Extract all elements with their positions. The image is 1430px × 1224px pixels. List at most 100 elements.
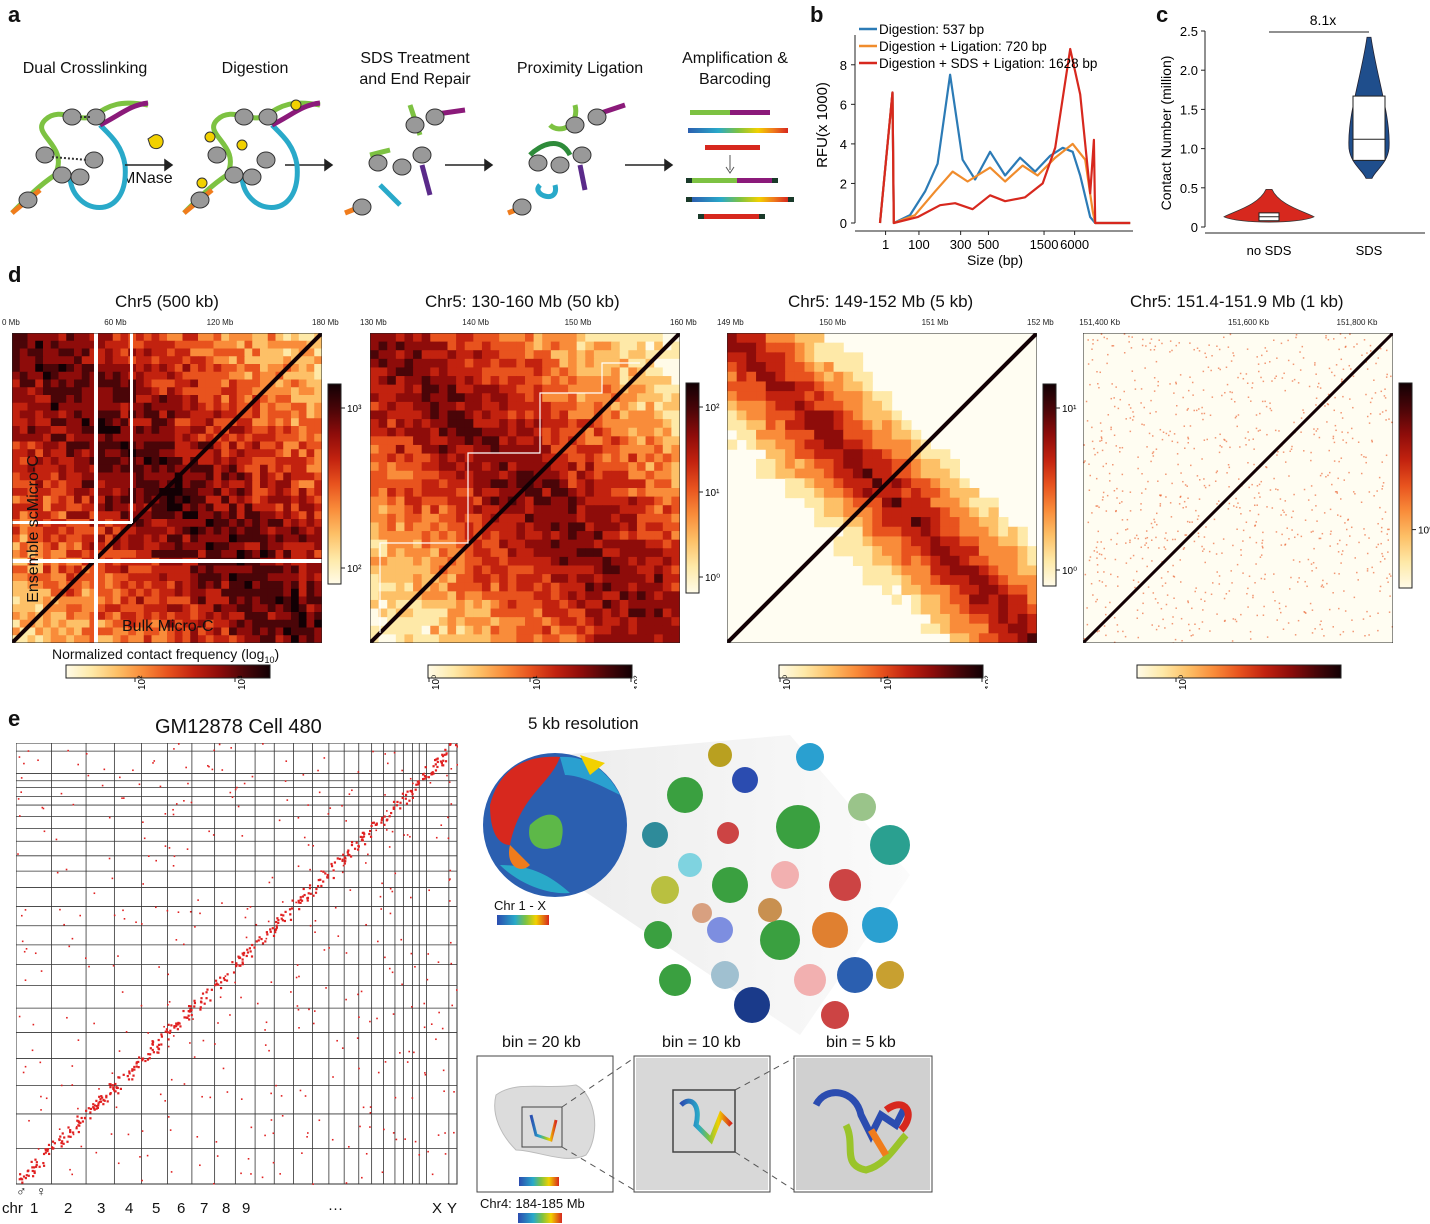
chromatin-fiber-1 [10, 100, 149, 215]
b-xtick-label: 1500 [1030, 237, 1059, 252]
b-ytick-label: 6 [840, 97, 847, 112]
heatmap-axis-tick: 151 Mb [921, 318, 949, 327]
c-ytick-label: 0.5 [1180, 181, 1198, 196]
b-legend-label: Digestion + SDS + Ligation: 1628 bp [879, 56, 1097, 71]
heatmap-0 [12, 333, 322, 643]
b-series-line [878, 47, 1131, 225]
vertical-colorbar-label: 10⁰ [1062, 566, 1077, 577]
b-lines [878, 47, 1131, 225]
step-sds-treatment: SDS Treatment and End Repair [359, 50, 471, 88]
heatmap-title-0: Chr5 (500 kb) [115, 292, 219, 311]
chr-tick-label: X [432, 1200, 443, 1217]
horizontal-colorbar-label: 10¹ [883, 675, 894, 690]
b-xtick-label: 300 [950, 237, 972, 252]
mnase-label: MNase [122, 170, 173, 187]
horizontal-colorbar-label: 10⁰ [431, 675, 442, 690]
b-xlabel: Size (bp) [967, 252, 1023, 268]
cbar-title: Normalized contact frequency (log10) [52, 646, 279, 665]
heatmap-axis-tick: 150 Mb [819, 318, 846, 327]
chromatin-fragments [344, 104, 466, 216]
b-ytick-label: 4 [840, 137, 847, 152]
bin-20kb-label: bin = 20 kb [502, 1034, 581, 1051]
chr-tick-label: 7 [200, 1200, 209, 1217]
bin-10kb-label: bin = 10 kb [662, 1034, 741, 1051]
b-xtick-label: 6000 [1060, 237, 1089, 252]
c-ytick-label: 1.5 [1180, 102, 1198, 117]
horizontal-colorbar-fill [1136, 664, 1342, 679]
c-violins [1223, 36, 1390, 223]
c-violin-no-sds [1223, 188, 1315, 223]
vertical-colorbar-label: 10⁰ [1418, 526, 1430, 537]
chr-tick-label: Y [447, 1200, 458, 1217]
heatmap-title-2: Chr5: 149-152 Mb (5 kb) [788, 292, 974, 311]
chromosome-territories [642, 743, 910, 1029]
panel-label-a: a [8, 2, 21, 27]
male-symbol: ♂ [16, 1183, 27, 1199]
heatmap-axis-tick: 60 Mb [104, 318, 127, 327]
panel-b-chart: 0 2 4 6 8 1 100 300 500 1500 6000 Digestion: 537 b… [814, 22, 1133, 268]
horizontal-colorbar-label: 10² [137, 675, 148, 690]
bulk-label: Bulk Micro-C [122, 618, 214, 635]
horizontal-colorbar-3: 10⁰ [1136, 664, 1342, 690]
heatmap-title-3: Chr5: 151.4-151.9 Mb (1 kb) [1130, 292, 1344, 311]
b-axes: 0 2 4 6 8 1 100 300 500 1500 6000 [840, 35, 1133, 252]
panel-label-c: c [1156, 2, 1169, 27]
heatmap-axis-tick: 151,400 Kb [1079, 318, 1121, 327]
mnase-icon [147, 134, 164, 150]
region-color-legend [518, 1213, 562, 1223]
vertical-colorbar-fill [1398, 382, 1413, 589]
c-annotation: 8.1x [1310, 15, 1336, 28]
horizontal-colorbar-2: 10⁰ 10¹ 10² [778, 664, 988, 690]
c-xtick-label: no SDS [1247, 243, 1292, 258]
vertical-colorbar-1: 10² 10¹ 10⁰ [685, 382, 720, 594]
heatmap-3 [1083, 333, 1393, 643]
step-dual-crosslinking: Dual Crosslinking [22, 60, 148, 77]
heatmap-axis-tick: 151,600 Kb [1228, 318, 1269, 327]
ligated-chromatin [507, 102, 626, 216]
b-series-line [878, 73, 1131, 225]
b-legend: Digestion: 537 bp Digestion + Ligation: 7… [859, 22, 1097, 71]
heatmap-axis-tick: 150 Mb [564, 318, 592, 327]
horizontal-colorbar-label: 10⁰ [1178, 675, 1189, 690]
chromatin-fiber-2 [182, 99, 321, 215]
step-proximity-ligation: Proximity Ligation [516, 60, 644, 77]
region-label: Chr4: 184-185 Mb [480, 1196, 585, 1211]
3d-genome-structure [483, 735, 910, 1035]
c-ytick-label: 0 [1191, 220, 1198, 235]
contact-dots [17, 743, 458, 1185]
horizontal-colorbar-label: 10² [984, 675, 988, 690]
single-cell-contact-map [16, 743, 458, 1185]
heatmap-axis-tick: 149 Mb [717, 318, 744, 327]
vertical-colorbar-label: 10¹ [705, 488, 720, 499]
heatmap-diagonal [1083, 333, 1393, 643]
chr-tick-label: 1 [30, 1200, 39, 1217]
heatmap-title-1: Chr5: 130-160 Mb (50 kb) [425, 292, 620, 311]
chr-tick-label: 6 [177, 1200, 186, 1217]
c-ytick-label: 2.0 [1180, 63, 1198, 78]
c-ylabel: Contact Number (million) [1158, 56, 1174, 211]
heatmap-axis-tick: 120 Mb [206, 318, 234, 327]
chr-tick-label: ··· [328, 1200, 343, 1217]
heatmap-axis-tick: 152 Mb [1027, 318, 1054, 327]
step-amplification: Amplification & Barcoding [682, 50, 788, 88]
vertical-colorbar-fill [327, 383, 342, 585]
cell-title: GM12878 Cell 480 [155, 716, 322, 738]
zoom-structures [476, 1055, 933, 1193]
vertical-colorbar-fill [1042, 383, 1057, 587]
b-ytick-label: 0 [840, 216, 847, 231]
horizontal-colorbar-fill [778, 664, 984, 679]
horizontal-colorbar-label: 10¹ [532, 675, 543, 690]
vertical-colorbar-label: 10² [347, 564, 362, 575]
heatmap-diagonal [12, 333, 322, 643]
panel-label-d: d [8, 262, 22, 287]
chr-tick-label: 4 [125, 1200, 134, 1217]
horizontal-colorbar-fill [427, 664, 633, 679]
b-legend-label: Digestion: 537 bp [879, 22, 984, 37]
c-ytick-label: 1.0 [1180, 142, 1198, 157]
b-ytick-label: 2 [840, 176, 847, 191]
vertical-colorbar-3: 10⁰ [1398, 382, 1430, 589]
horizontal-colorbar-0: 10² 10³ [65, 664, 271, 690]
vertical-colorbar-0: 10³ 10² [327, 383, 362, 585]
female-symbol: ♀ [36, 1183, 47, 1199]
heatmap-2 [727, 333, 1037, 643]
